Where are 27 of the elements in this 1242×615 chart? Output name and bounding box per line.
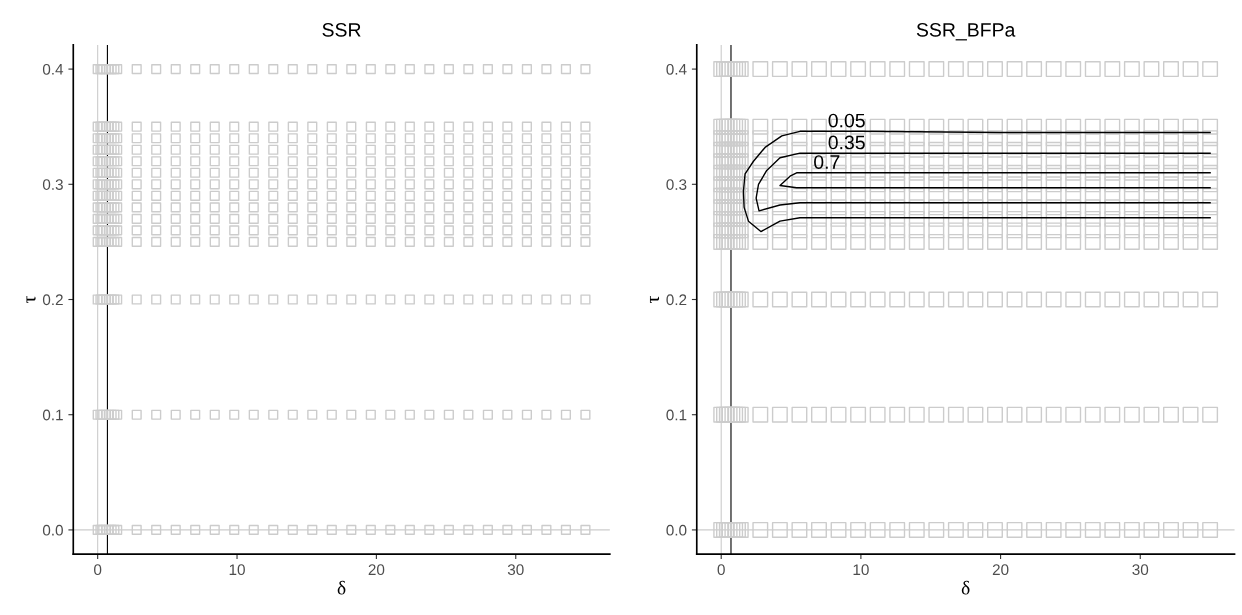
x-tick-label: 30 bbox=[1132, 564, 1149, 576]
x-tick-label: 10 bbox=[853, 564, 869, 576]
y-tick-label: 0.2 bbox=[42, 294, 63, 306]
series-label: 0.05 bbox=[828, 113, 865, 128]
chart-title: SSR_BFPa bbox=[916, 22, 1016, 41]
series-label: 0.7 bbox=[814, 155, 840, 169]
x-axis-title: δ bbox=[337, 580, 346, 595]
y-tick-label: 0.3 bbox=[666, 179, 687, 190]
chart-title: SSR bbox=[322, 22, 361, 37]
series-label: 0.35 bbox=[828, 135, 865, 150]
x-tick-label: 0 bbox=[94, 564, 102, 576]
x-tick-label: 20 bbox=[368, 564, 385, 576]
y-tick-label: 0.4 bbox=[666, 63, 687, 75]
y-tick-label: 0.0 bbox=[666, 524, 687, 536]
x-tick-label: 0 bbox=[717, 564, 725, 576]
y-tick-label: 0.1 bbox=[666, 409, 687, 421]
y-axis-title: τ bbox=[26, 296, 36, 303]
x-axis-title: δ bbox=[961, 580, 970, 595]
y-tick-label: 0.4 bbox=[42, 63, 64, 75]
x-tick-label: 30 bbox=[507, 564, 524, 576]
y-tick-label: 0.0 bbox=[42, 524, 63, 536]
x-tick-label: 20 bbox=[992, 564, 1009, 576]
y-tick-label: 0.1 bbox=[42, 409, 63, 421]
x-tick-label: 10 bbox=[229, 564, 245, 576]
y-tick-label: 0.3 bbox=[42, 179, 63, 190]
y-tick-label: 0.2 bbox=[666, 294, 687, 306]
y-axis-title: τ bbox=[649, 296, 660, 303]
